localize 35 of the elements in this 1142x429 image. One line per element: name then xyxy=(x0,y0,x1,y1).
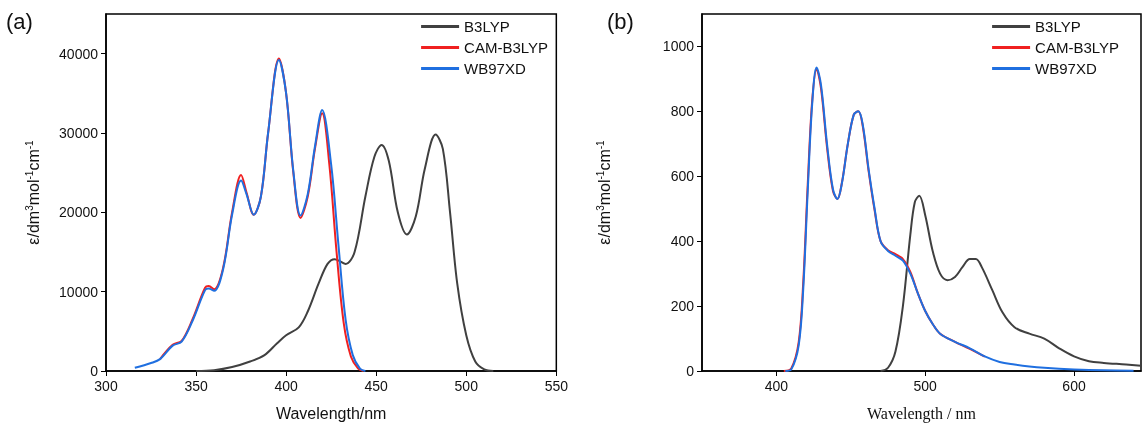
x-tick-label: 550 xyxy=(544,378,569,394)
x-tick-label: 350 xyxy=(184,378,208,394)
text: (a) xyxy=(6,8,33,34)
line-series xyxy=(195,133,495,372)
y-tick-label: 40000 xyxy=(59,45,99,62)
y-axis-title: ε/dm3mol-1cm-1 xyxy=(594,139,613,245)
y-tick-label: 0 xyxy=(686,363,695,379)
y-tick-label: 600 xyxy=(670,168,695,185)
y-axis-title: ε/dm3mol-1cm-1 xyxy=(23,139,42,245)
text: (b) xyxy=(607,8,634,34)
x-tick-label: 450 xyxy=(364,378,389,394)
legend-label: CAM-B3LYP xyxy=(464,39,549,56)
x-tick-label: 400 xyxy=(274,378,299,394)
legend-label: WB97XD xyxy=(464,60,526,77)
legend-label: WB97XD xyxy=(1035,60,1097,77)
y-tick-label: 0 xyxy=(90,363,99,379)
line-series xyxy=(784,66,1135,372)
x-tick-label: 500 xyxy=(454,378,479,394)
x-tick-label: 500 xyxy=(913,378,938,394)
legend-label: B3LYP xyxy=(464,18,510,35)
legend-label: CAM-B3LYP xyxy=(1035,39,1120,56)
y-tick-label: 30000 xyxy=(59,125,99,141)
y-tick-label: 200 xyxy=(670,298,695,315)
x-tick-label: 300 xyxy=(94,378,118,394)
legend-label: B3LYP xyxy=(1035,18,1081,35)
y-tick-label: 400 xyxy=(670,233,695,250)
x-axis-title: Wavelength / nm xyxy=(867,404,977,423)
x-axis-title: Wavelength/nm xyxy=(275,404,387,422)
y-tick-label: 10000 xyxy=(59,283,99,300)
x-tick-label: 600 xyxy=(1062,378,1086,394)
y-tick-label: 800 xyxy=(670,103,695,120)
x-tick-label: 400 xyxy=(764,378,789,394)
line-series xyxy=(879,194,1142,372)
y-tick-label: 1000 xyxy=(662,38,695,55)
y-tick-label: 20000 xyxy=(59,204,99,221)
